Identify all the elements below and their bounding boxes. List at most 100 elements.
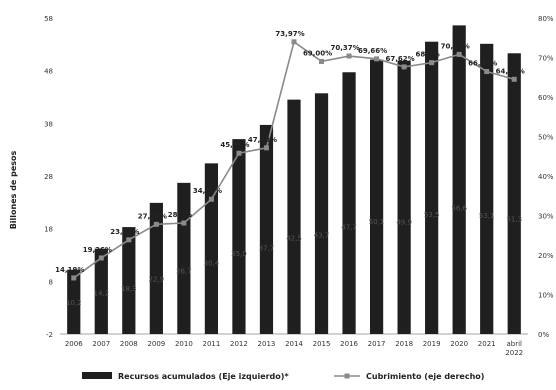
coverage-point: [263, 145, 269, 151]
y-right-tick-label: 20%: [538, 252, 554, 260]
x-tick-label: 2015: [313, 340, 331, 348]
y-right-tick-label: 0%: [538, 331, 549, 339]
bar-labels: 10,2 14,2 18,3 22,9 26,7 30,4 35,0 37,7 42,5 43,7…: [66, 205, 522, 308]
bar-value-label: 43,7: [314, 232, 330, 240]
bar-value-label: 42,5: [286, 234, 302, 242]
bar-value-label: 18,3: [121, 285, 137, 293]
bar-value-label: 49,9: [396, 219, 412, 227]
y-left-tick-label: 58: [44, 15, 53, 23]
bar: [204, 163, 219, 334]
coverage-point: [291, 39, 297, 45]
coverage-value-label: 69,66%: [358, 47, 387, 55]
x-tick-label: 2017: [368, 340, 386, 348]
coverage-point: [153, 221, 159, 227]
bar-value-label: 53,1: [479, 212, 495, 220]
y-right-tick-label: 80%: [538, 15, 554, 23]
bar-value-label: 26,7: [176, 268, 192, 276]
bar: [397, 60, 411, 334]
bar-value-label: 56,6: [451, 205, 467, 213]
bar: [369, 59, 384, 335]
coverage-point: [319, 58, 325, 64]
y-right-tick-label: 40%: [538, 173, 554, 181]
bar: [287, 99, 301, 334]
coverage-point: [511, 76, 517, 82]
x-tick-label: 2020: [450, 340, 468, 348]
y-right-tick-label: 50%: [538, 134, 554, 142]
bar: [94, 248, 108, 334]
coverage-value-label: 66,45%: [468, 60, 497, 68]
legend-bar-label: Recursos acumulados (Eje izquierdo)*: [118, 372, 289, 381]
coverage-value-label: 19,26%: [83, 246, 112, 254]
bar-value-label: 22,9: [149, 276, 165, 284]
bar: [232, 139, 246, 334]
legend: Recursos acumulados (Eje izquierdo)* Cub…: [82, 372, 484, 381]
bar-value-label: 51,3: [506, 216, 522, 224]
y-left-tick-label: 8: [49, 278, 53, 286]
legend-line-marker: [344, 373, 350, 379]
x-tick-label: 2013: [258, 340, 276, 348]
coverage-point: [181, 220, 187, 226]
legend-line-label: Cubrimiento (eje derecho): [366, 372, 484, 381]
bar: [259, 124, 274, 334]
x-tick-label: 2019: [423, 340, 441, 348]
bar: [480, 43, 494, 334]
axes: 58 48 38 28 18 8 -2 80% 70% 60% 50% 40% 30% 20% 10% 0%: [44, 15, 554, 339]
coverage-value-label: 47,13%: [248, 136, 277, 144]
x-tick-label: 2012: [230, 340, 248, 348]
coverage-labels: 14,19% 19,26% 23,84% 27,76% 28,1% 34,12% 45,76…: [55, 30, 525, 274]
y-right-tick-label: 60%: [538, 94, 554, 102]
y-left-tick-label: 18: [44, 226, 53, 234]
coverage-point: [208, 196, 214, 202]
bar: [67, 269, 81, 334]
y-right-tick-label: 30%: [538, 213, 554, 221]
bar-value-label: 47,7: [341, 223, 357, 231]
coverage-point: [374, 56, 380, 62]
coverage-value-label: 73,97%: [275, 30, 304, 38]
coverage-value-label: 34,12%: [193, 187, 222, 195]
coverage-value-label: 45,76%: [220, 141, 249, 149]
x-tick-labels: 2006 2007 2008 2009 2010 2011 2012 2013 2014 2015…: [65, 340, 523, 357]
y-right-tick-label: 10%: [538, 292, 554, 300]
x-tick-label: 2009: [147, 340, 165, 348]
x-tick-label: 2011: [202, 340, 220, 348]
bar: [314, 93, 329, 335]
bar: [507, 53, 521, 334]
bar-value-label: 14,2: [93, 290, 109, 298]
x-tick-label: 2010: [175, 340, 193, 348]
coverage-value-label: 23,84%: [110, 228, 139, 236]
coverage-value-label: 64,48%: [496, 67, 525, 75]
x-tick-label: 2016: [340, 340, 358, 348]
bar-value-label: 37,7: [259, 244, 275, 252]
coverage-point: [429, 60, 435, 66]
bar-value-label: 30,4: [204, 260, 220, 268]
coverage-point: [98, 255, 104, 261]
coverage-point: [484, 69, 490, 75]
legend-bar-swatch: [82, 372, 112, 379]
coverage-point: [236, 150, 242, 156]
x-tick-label: 2006: [65, 340, 83, 348]
x-tick-label: 2008: [120, 340, 138, 348]
bar-value-label: 53,5: [424, 211, 440, 219]
bar: [342, 72, 356, 334]
coverage-value-label: 14,19%: [55, 266, 84, 274]
coverage-point: [346, 53, 352, 59]
y-left-tick-label: 28: [44, 173, 53, 181]
bar-value-label: 10,2: [66, 299, 82, 307]
coverage-point: [456, 51, 462, 57]
bar-value-label: 35,0: [231, 250, 247, 258]
y-axis-title: Billones de pesos: [9, 150, 18, 229]
bar: [452, 25, 466, 335]
y-left-tick-label: -2: [46, 331, 53, 339]
coverage-value-label: 28,1%: [168, 211, 192, 219]
y-right-tick-label: 70%: [538, 55, 554, 63]
x-tick-label: 2021: [478, 340, 496, 348]
y-left-tick-label: 38: [44, 120, 53, 128]
coverage-point: [401, 64, 407, 70]
bar-value-label: 50,1: [369, 218, 385, 226]
x-tick-label: 2018: [395, 340, 413, 348]
coverage-value-label: 70,37%: [330, 44, 359, 52]
x-tick-label: abril 2022: [505, 340, 523, 357]
coverage-value-label: 69,00%: [303, 49, 332, 57]
bar: [122, 227, 136, 334]
